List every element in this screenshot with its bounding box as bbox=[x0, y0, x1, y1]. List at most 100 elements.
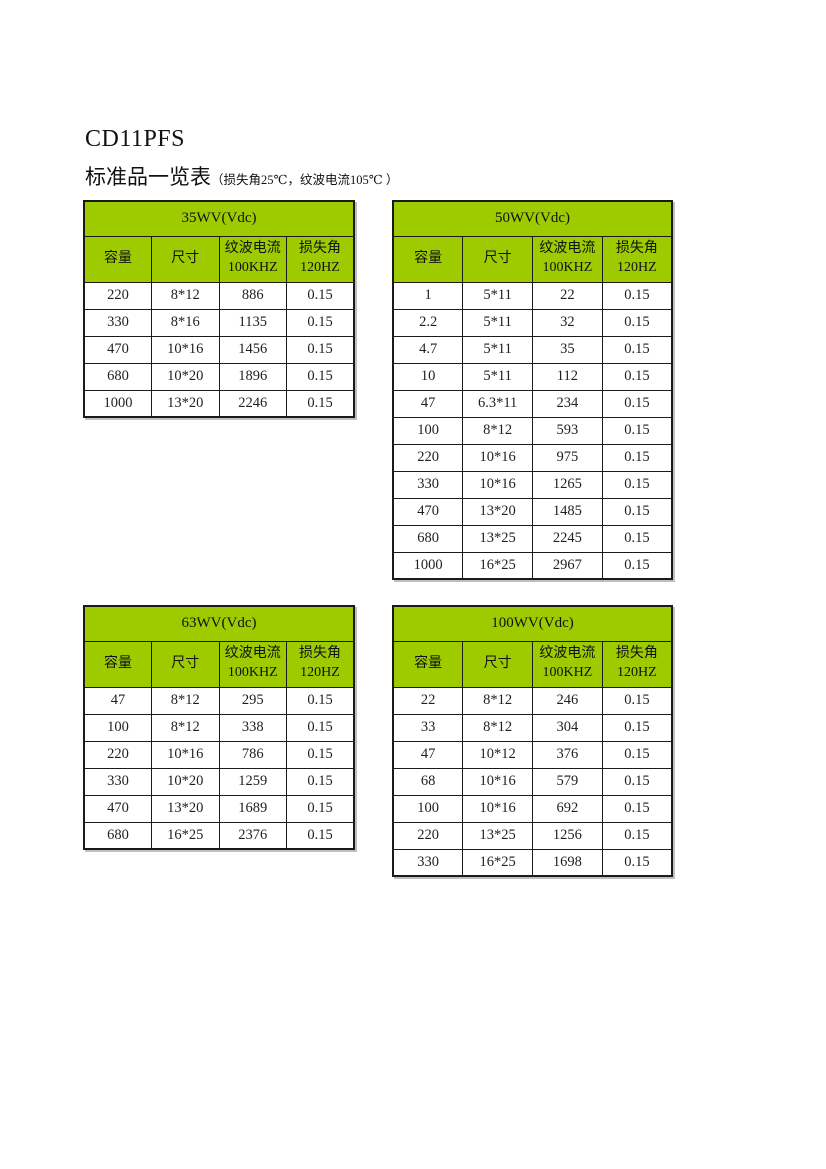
table-cell: 10*12 bbox=[462, 740, 533, 769]
column-header: 容量 bbox=[392, 235, 464, 283]
table-cell: 16*25 bbox=[462, 848, 533, 877]
table-cell: 4.7 bbox=[392, 335, 464, 364]
table-cell: 246 bbox=[532, 686, 603, 715]
table-cell: 5*11 bbox=[462, 335, 533, 364]
table-cell: 32 bbox=[532, 308, 603, 337]
table-cell: 10*20 bbox=[151, 362, 220, 391]
table-cell: 1689 bbox=[218, 794, 287, 823]
table-title: 63WV(Vdc) bbox=[83, 605, 355, 642]
table-row: 100 8*12 593 0.15 bbox=[392, 416, 673, 445]
table-row: 10 5*11 112 0.15 bbox=[392, 362, 673, 391]
table-cell: 0.15 bbox=[286, 821, 355, 850]
table-row: 470 13*20 1689 0.15 bbox=[83, 794, 355, 823]
table-cell: 8*12 bbox=[151, 713, 220, 742]
table-cell: 593 bbox=[532, 416, 603, 445]
table-cell: 13*25 bbox=[462, 821, 533, 850]
table-cell: 1265 bbox=[532, 470, 603, 499]
table-cell: 886 bbox=[218, 281, 287, 310]
table-cell: 8*16 bbox=[151, 308, 220, 337]
table-cell: 220 bbox=[392, 443, 464, 472]
table-cell: 0.15 bbox=[601, 443, 673, 472]
table-cell: 33 bbox=[392, 713, 464, 742]
column-header: 损失角 120HZ bbox=[286, 235, 355, 283]
column-header: 纹波电流 100KHZ bbox=[532, 235, 603, 283]
table-cell: 8*12 bbox=[462, 416, 533, 445]
table-cell: 234 bbox=[532, 389, 603, 418]
table-body: 220 8*12 886 0.15 330 8*16 1135 0.15 470 10*16 145… bbox=[83, 281, 355, 418]
table-body: 22 8*12 246 0.15 33 8*12 304 0.15 47 10*12 376 0.15… bbox=[392, 686, 673, 877]
table-row: 330 10*20 1259 0.15 bbox=[83, 767, 355, 796]
table-cell: 0.15 bbox=[601, 848, 673, 877]
table-cell: 1 bbox=[392, 281, 464, 310]
table-cell: 0.15 bbox=[601, 551, 673, 580]
table-row: 100 8*12 338 0.15 bbox=[83, 713, 355, 742]
table-cell: 6.3*11 bbox=[462, 389, 533, 418]
table-cell: 112 bbox=[532, 362, 603, 391]
table-row: 2.2 5*11 32 0.15 bbox=[392, 308, 673, 337]
spec-table: 63WV(Vdc) 容量 尺寸 纹波电流 100KHZ 损失角 120HZ 47 8*12 2… bbox=[83, 605, 355, 850]
table-cell: 0.15 bbox=[286, 794, 355, 823]
table-cell: 8*12 bbox=[151, 281, 220, 310]
table-row: 470 13*20 1485 0.15 bbox=[392, 497, 673, 526]
spec-table: 35WV(Vdc) 容量 尺寸 纹波电流 100KHZ 损失角 120HZ 220 8*12… bbox=[83, 200, 355, 418]
table-cell: 100 bbox=[392, 794, 464, 823]
table-title-row: 100WV(Vdc) bbox=[392, 605, 673, 642]
table-cell: 1485 bbox=[532, 497, 603, 526]
table-cell: 1698 bbox=[532, 848, 603, 877]
table-cell: 220 bbox=[83, 281, 152, 310]
section-note: （损失角25℃，纹波电流105℃ ） bbox=[211, 173, 399, 187]
table-cell: 1256 bbox=[532, 821, 603, 850]
table-cell: 0.15 bbox=[601, 821, 673, 850]
table-63wv: 63WV(Vdc) 容量 尺寸 纹波电流 100KHZ 损失角 120HZ 47 8*12 2… bbox=[83, 605, 355, 850]
table-cell: 100 bbox=[392, 416, 464, 445]
table-row: 680 16*25 2376 0.15 bbox=[83, 821, 355, 850]
table-cell: 1000 bbox=[83, 389, 152, 418]
table-cell: 579 bbox=[532, 767, 603, 796]
table-row: 330 16*25 1698 0.15 bbox=[392, 848, 673, 877]
page-title: CD11PFS bbox=[85, 126, 185, 152]
table-cell: 100 bbox=[83, 713, 152, 742]
table-header-row: 容量 尺寸 纹波电流 100KHZ 损失角 120HZ bbox=[83, 640, 355, 688]
table-cell: 47 bbox=[83, 686, 152, 715]
table-row: 220 10*16 786 0.15 bbox=[83, 740, 355, 769]
table-cell: 2967 bbox=[532, 551, 603, 580]
table-cell: 0.15 bbox=[601, 308, 673, 337]
table-cell: 0.15 bbox=[601, 335, 673, 364]
table-header-row: 容量 尺寸 纹波电流 100KHZ 损失角 120HZ bbox=[392, 640, 673, 688]
table-title-row: 63WV(Vdc) bbox=[83, 605, 355, 642]
table-cell: 680 bbox=[83, 821, 152, 850]
column-header: 容量 bbox=[83, 235, 152, 283]
table-cell: 0.15 bbox=[286, 281, 355, 310]
table-cell: 1259 bbox=[218, 767, 287, 796]
table-row: 100 10*16 692 0.15 bbox=[392, 794, 673, 823]
table-row: 4.7 5*11 35 0.15 bbox=[392, 335, 673, 364]
table-header-row: 容量 尺寸 纹波电流 100KHZ 损失角 120HZ bbox=[392, 235, 673, 283]
column-header: 容量 bbox=[392, 640, 464, 688]
table-cell: 5*11 bbox=[462, 362, 533, 391]
table-cell: 470 bbox=[83, 335, 152, 364]
section-heading: 标准品一览表（损失角25℃，纹波电流105℃ ） bbox=[85, 161, 398, 191]
table-row: 220 10*16 975 0.15 bbox=[392, 443, 673, 472]
table-row: 330 8*16 1135 0.15 bbox=[83, 308, 355, 337]
table-cell: 47 bbox=[392, 389, 464, 418]
table-row: 22 8*12 246 0.15 bbox=[392, 686, 673, 715]
table-cell: 16*25 bbox=[462, 551, 533, 580]
table-cell: 0.15 bbox=[601, 470, 673, 499]
table-title: 50WV(Vdc) bbox=[392, 200, 673, 237]
table-cell: 2.2 bbox=[392, 308, 464, 337]
table-header-row: 容量 尺寸 纹波电流 100KHZ 损失角 120HZ bbox=[83, 235, 355, 283]
table-row: 47 8*12 295 0.15 bbox=[83, 686, 355, 715]
table-cell: 330 bbox=[83, 308, 152, 337]
table-title: 100WV(Vdc) bbox=[392, 605, 673, 642]
table-cell: 0.15 bbox=[286, 308, 355, 337]
table-row: 1000 13*20 2246 0.15 bbox=[83, 389, 355, 418]
table-cell: 0.15 bbox=[601, 497, 673, 526]
table-cell: 13*20 bbox=[462, 497, 533, 526]
table-row: 1 5*11 22 0.15 bbox=[392, 281, 673, 310]
table-cell: 304 bbox=[532, 713, 603, 742]
table-cell: 8*12 bbox=[462, 686, 533, 715]
table-row: 47 6.3*11 234 0.15 bbox=[392, 389, 673, 418]
table-cell: 220 bbox=[83, 740, 152, 769]
column-header: 纹波电流 100KHZ bbox=[218, 235, 287, 283]
column-header: 尺寸 bbox=[151, 640, 220, 688]
